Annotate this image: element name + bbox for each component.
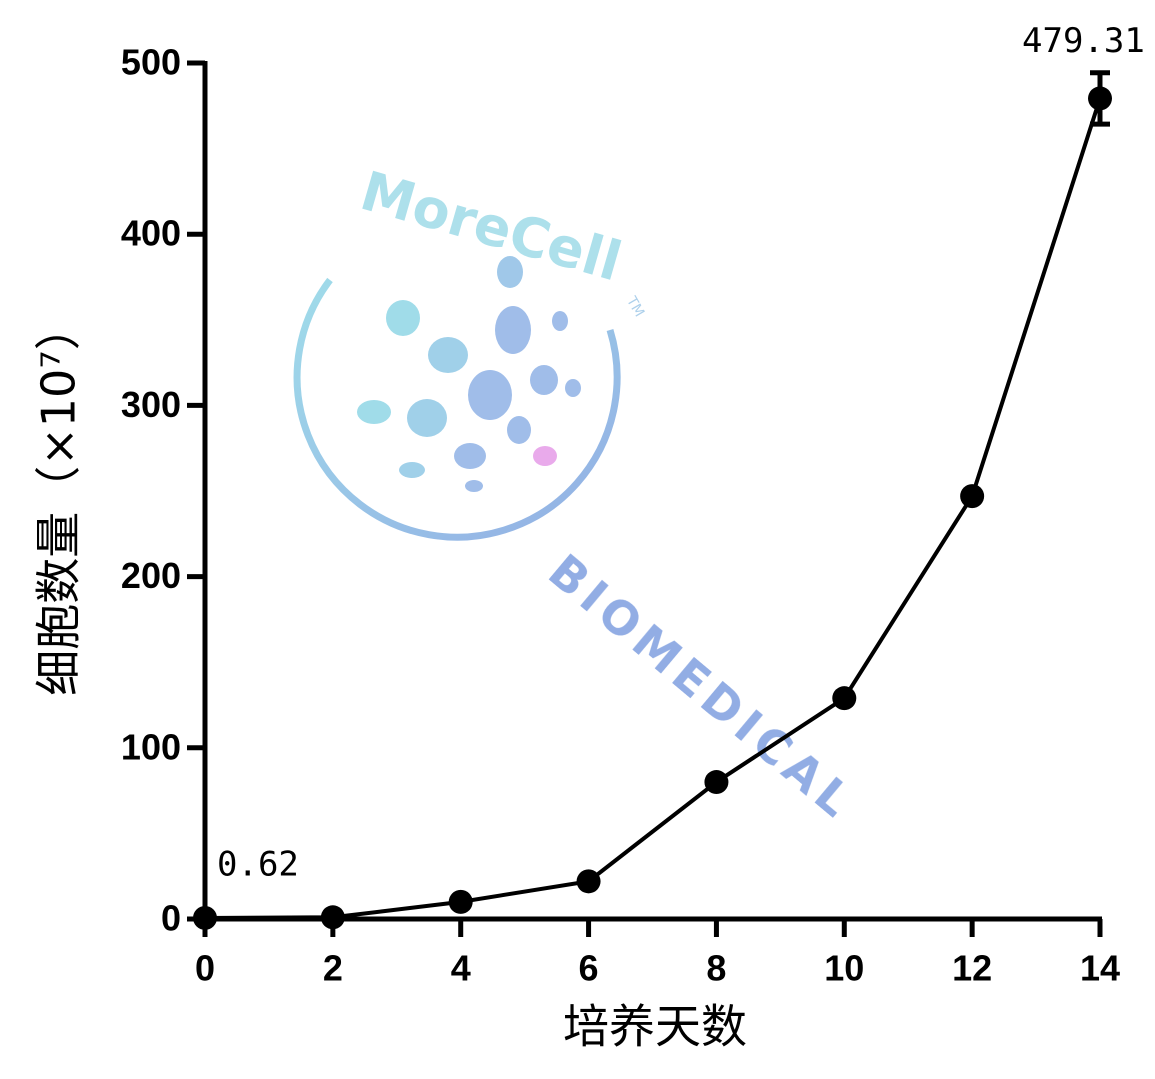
data-point: [448, 889, 473, 914]
data-point: [704, 770, 729, 795]
x-tick-label: 2: [323, 948, 343, 989]
watermark-blob: [565, 379, 581, 397]
data-line: [204, 97, 1102, 920]
y-tick-label: 400: [121, 213, 181, 254]
data-point: [1088, 86, 1112, 111]
watermark-blob: [533, 446, 557, 466]
watermark-blob: [468, 370, 512, 420]
watermark-blob: [407, 399, 447, 437]
watermark-tm: TM: [623, 293, 648, 320]
watermark-blob: [497, 256, 523, 288]
y-tick-label: 100: [121, 726, 181, 767]
y-tick-label: 300: [121, 384, 181, 425]
x-tick-label: 12: [952, 948, 992, 989]
y-axis-title: 细胞数量（×10⁷）: [32, 304, 86, 696]
x-tick-label: 8: [706, 948, 726, 989]
data-point: [320, 905, 345, 930]
x-tick-label: 6: [579, 948, 599, 989]
data-point: [576, 869, 601, 894]
y-tick-label: 500: [121, 42, 181, 83]
y-tick-label: 200: [121, 555, 181, 596]
data-point: [193, 905, 217, 930]
data-label: 0.62: [217, 844, 299, 884]
y-tick-label: 0: [161, 898, 181, 939]
data-point: [960, 484, 985, 509]
watermark-blob: [552, 311, 568, 331]
watermark-blob: [465, 480, 483, 492]
watermark-blob: [386, 300, 420, 336]
watermark-blob: [428, 337, 468, 373]
x-tick-label: 14: [1080, 948, 1120, 989]
watermark-blob: [530, 365, 558, 395]
watermark-sub: BIOMEDICAL: [538, 544, 866, 831]
watermark-blob: [495, 306, 531, 354]
watermark-blob: [357, 400, 391, 424]
x-tick-label: 0: [195, 948, 215, 989]
x-tick-label: 4: [451, 948, 471, 989]
x-axis-title: 培养天数: [563, 1000, 747, 1054]
watermark: MoreCell TM BIOMEDICAL: [293, 159, 866, 831]
watermark-blob: [399, 462, 425, 478]
watermark-blob: [454, 443, 486, 469]
watermark-ring: [293, 277, 621, 541]
x-tick-label: 10: [824, 948, 864, 989]
watermark-brand: MoreCell: [354, 159, 628, 293]
data-point: [832, 686, 857, 711]
watermark-blob: [507, 416, 531, 444]
data-label: 479.31: [1022, 21, 1145, 61]
